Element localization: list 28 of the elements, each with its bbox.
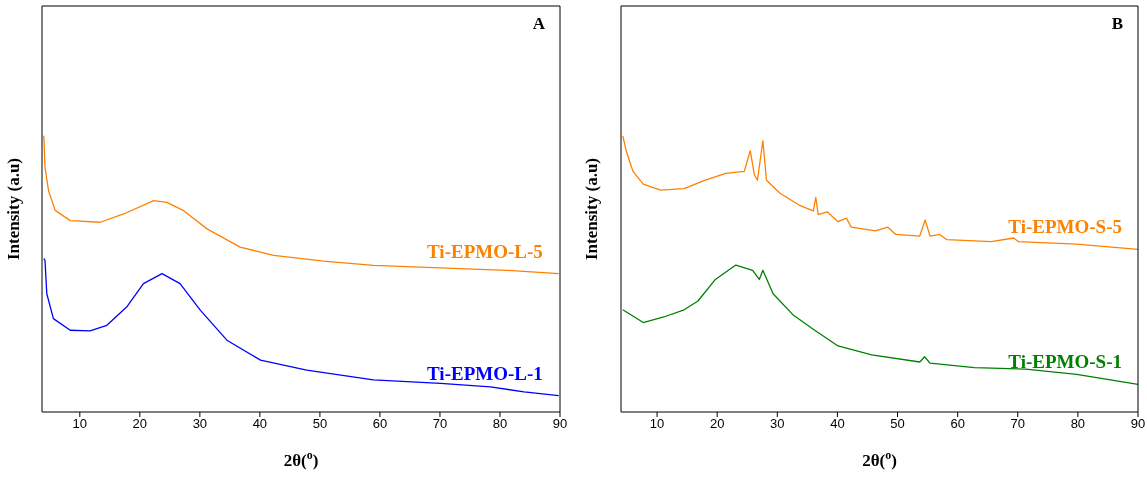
- x-tick-label: 60: [950, 416, 965, 432]
- x-tick-label: 60: [372, 416, 388, 432]
- chart-title: B: [1111, 14, 1123, 34]
- y-axis-title: Intensity (a.u): [582, 157, 601, 261]
- x-tick-label: 20: [709, 416, 725, 432]
- x-tick-label: 40: [830, 416, 845, 432]
- series-label: Ti-EPMO-L-1: [427, 362, 543, 384]
- x-tick-label: 30: [192, 416, 208, 432]
- x-tick-label: 80: [492, 416, 508, 432]
- x-tick-label: 50: [890, 416, 905, 432]
- x-tick-label: 90: [552, 416, 568, 432]
- x-tick-label: 50: [312, 416, 328, 432]
- x-tick-label: 20: [132, 416, 148, 432]
- x-tick-label: 70: [1010, 416, 1025, 432]
- x-tick-label: 80: [1070, 416, 1086, 432]
- x-tick-label: 40: [252, 416, 268, 432]
- x-tick-label: 70: [432, 416, 448, 432]
- series-label: Ti-EPMO-S-5: [1008, 216, 1122, 238]
- x-tick-label: 90: [1130, 416, 1146, 432]
- x-tick-label: 10: [649, 416, 665, 432]
- x-axis-title: 2θ($^{o}$): [862, 448, 897, 470]
- x-axis-title: 2θ($^{o}$): [283, 448, 319, 470]
- series-label: Ti-EPMO-L-5: [427, 240, 543, 262]
- series-label: Ti-EPMO-S-1: [1008, 351, 1122, 373]
- y-axis-title: Intensity (a.u): [4, 157, 23, 261]
- x-tick-label: 10: [72, 416, 88, 432]
- x-tick-label: 30: [770, 416, 785, 432]
- chart-title: A: [532, 14, 545, 34]
